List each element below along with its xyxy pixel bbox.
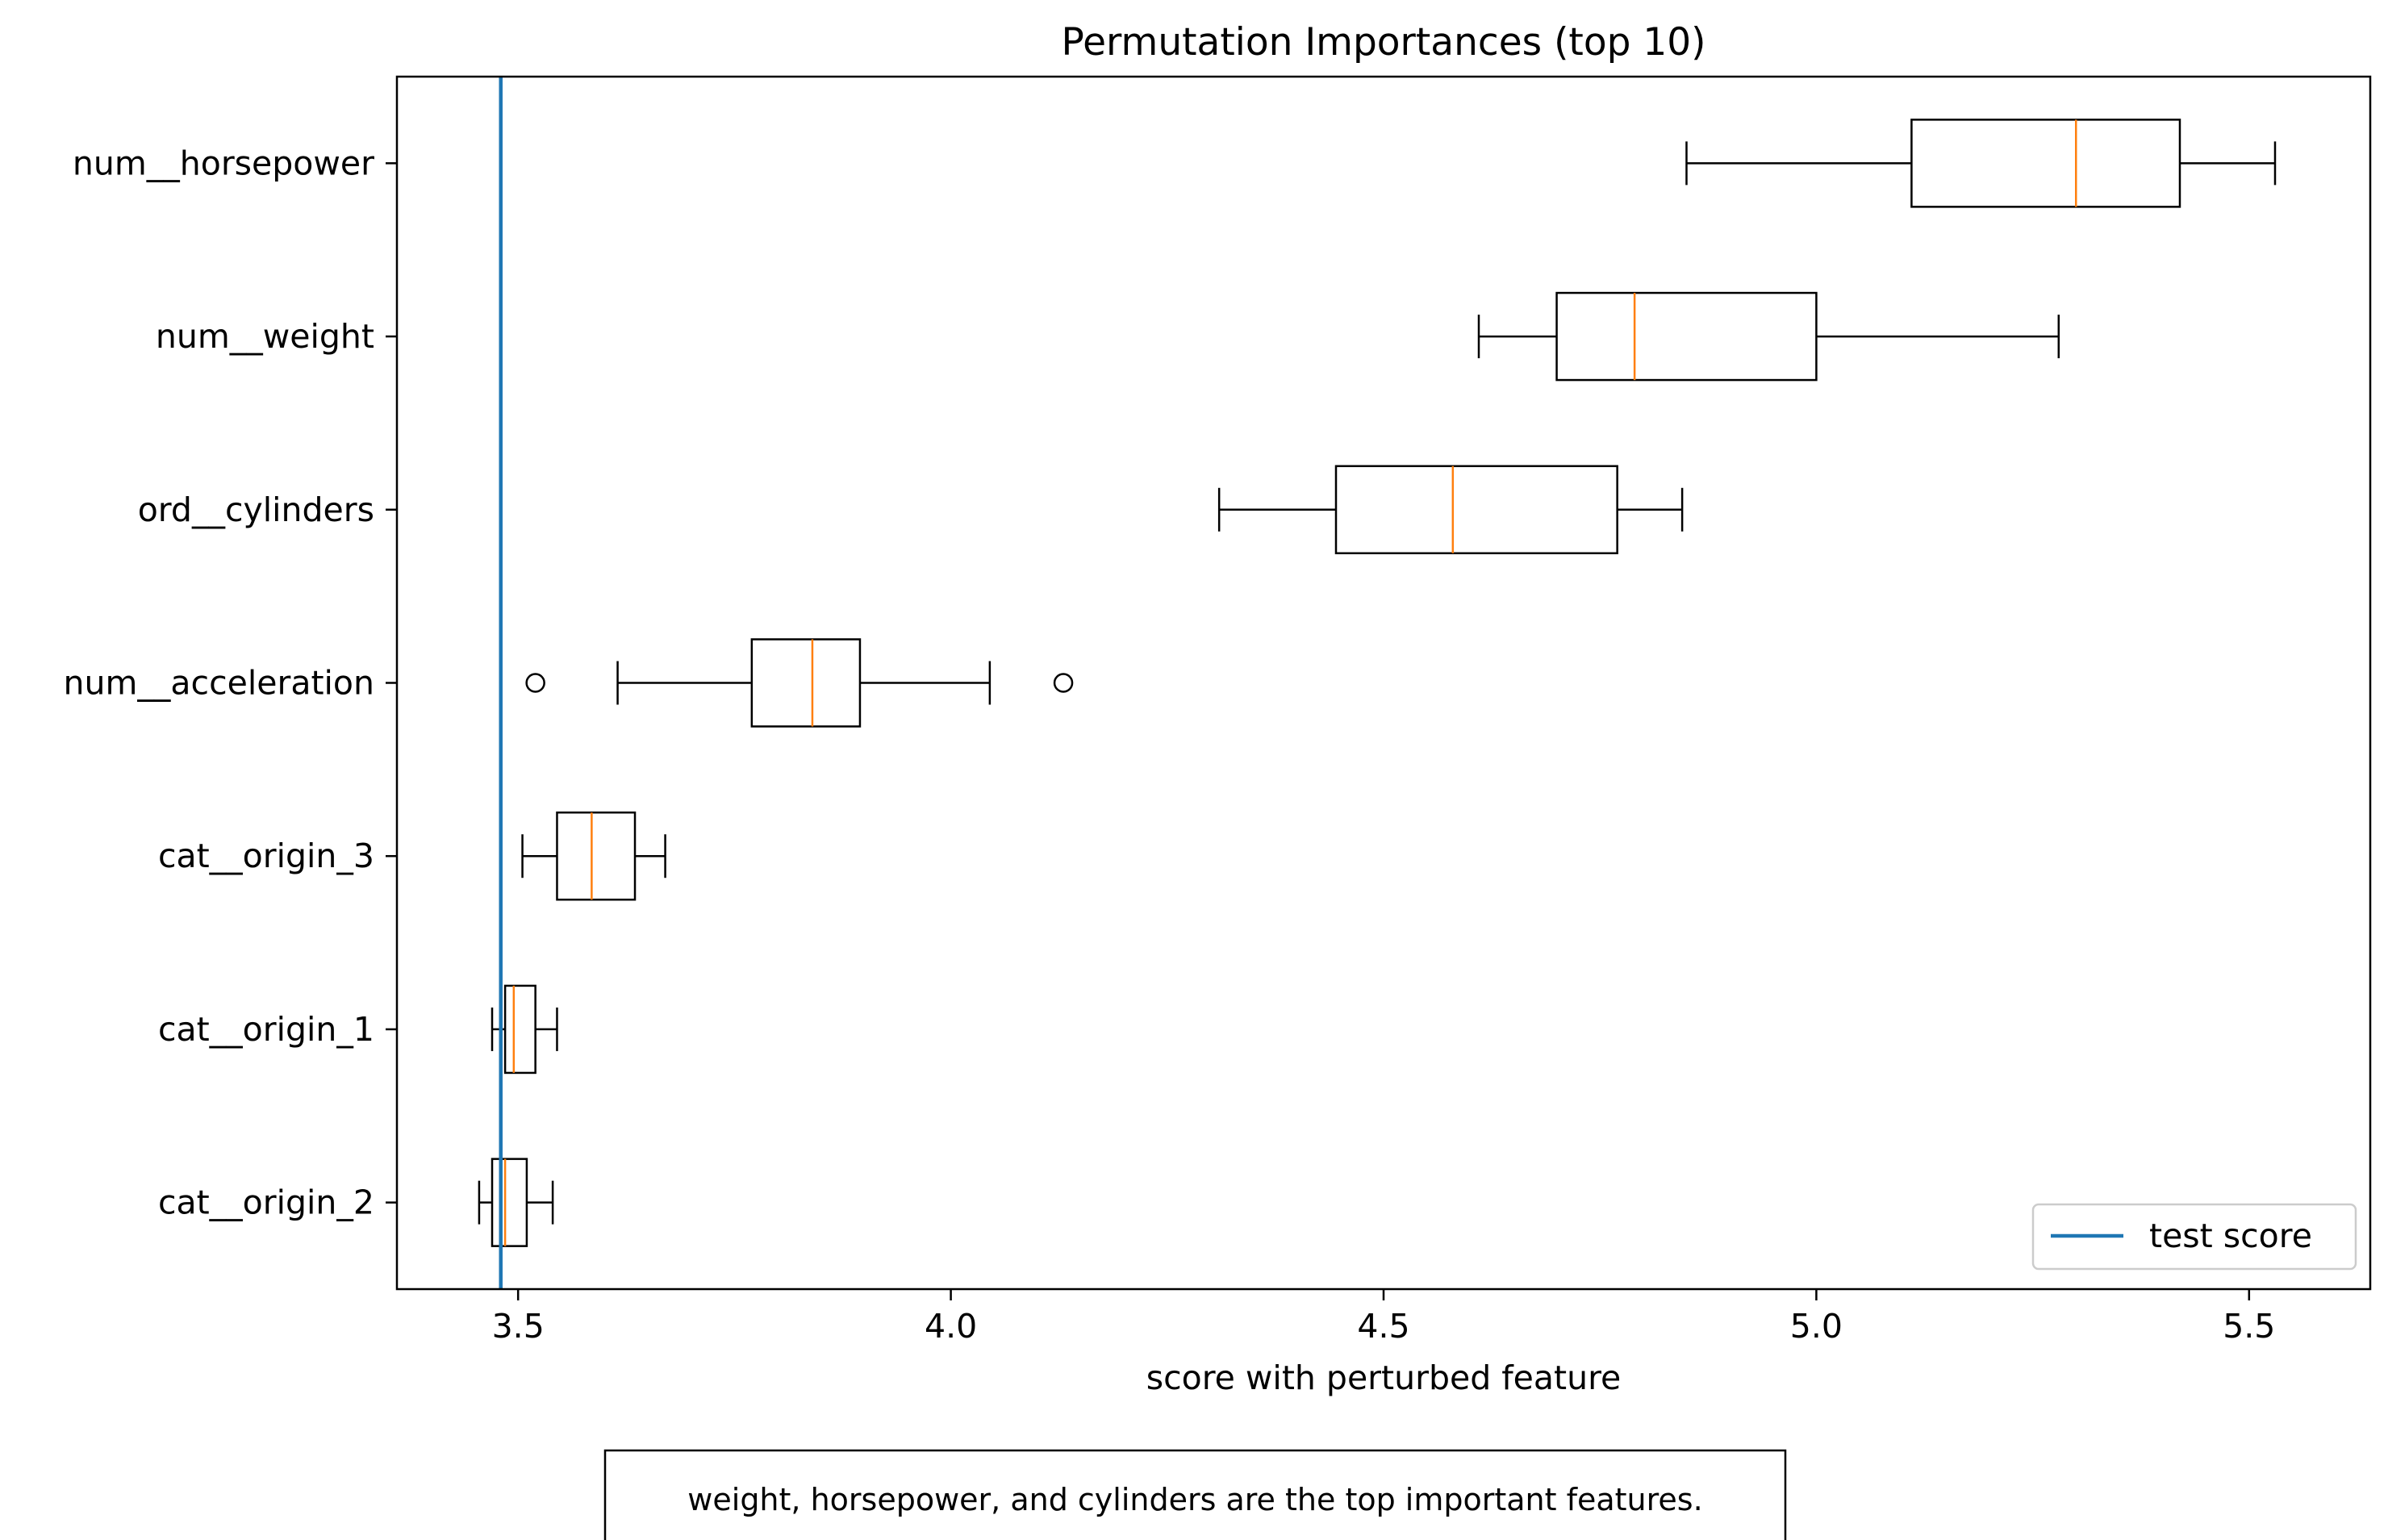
x-tick-label: 4.5 [1357, 1307, 1409, 1346]
y-tick-label-num__horsepower: num__horsepower [73, 144, 374, 182]
x-tick-label: 5.0 [1790, 1307, 1843, 1346]
y-axis-category-labels: num__horsepower num__weight ord__cylinders… [64, 144, 397, 1222]
iqr-box [750, 638, 862, 728]
chart-title: Permutation Importances (top 10) [1061, 20, 1705, 65]
legend-label-test-score: test score [2149, 1217, 2312, 1255]
y-tick-label-cat__origin_2: cat__origin_2 [158, 1183, 374, 1222]
x-axis-label: score with perturbed feature [1146, 1358, 1622, 1397]
iqr-box [556, 811, 637, 901]
plot-area [478, 77, 2277, 1289]
box-cat__origin_1 [491, 984, 558, 1075]
caption-box: weight, horsepower, and cylinders are th… [603, 1449, 1787, 1540]
iqr-box [1334, 465, 1618, 555]
legend-frame [2031, 1203, 2357, 1271]
outlier-point [1053, 673, 1074, 693]
caption-text: weight, horsepower, and cylinders are th… [687, 1482, 1702, 1517]
caption-frame [603, 1449, 1787, 1540]
y-tick-label-cat__origin_1: cat__origin_1 [158, 1010, 374, 1049]
iqr-box [491, 1158, 528, 1247]
box-cat__origin_2 [478, 1158, 554, 1247]
y-tick-label-cat__origin_3: cat__origin_3 [158, 837, 374, 875]
x-axis-ticks: 3.5 4.0 4.5 5.0 5.5 [492, 1289, 2275, 1346]
box-num__weight [1477, 291, 2060, 382]
y-tick-label-num__acceleration: num__acceleration [64, 664, 374, 703]
y-tick-label-ord__cylinders: ord__cylinders [138, 490, 374, 529]
iqr-box [1555, 291, 1818, 382]
x-tick-label: 4.0 [925, 1307, 977, 1346]
box-num__horsepower [1685, 119, 2277, 208]
y-tick-label-num__weight: num__weight [156, 317, 374, 356]
x-tick-label: 3.5 [492, 1307, 545, 1346]
box-cat__origin_3 [521, 811, 666, 901]
iqr-box [1910, 119, 2181, 208]
x-tick-label: 5.5 [2223, 1307, 2275, 1346]
box-ord__cylinders [1217, 465, 1684, 555]
legend: test score [2031, 1203, 2357, 1271]
outlier-point [525, 673, 545, 693]
iqr-box [503, 984, 536, 1075]
box-num__acceleration [525, 638, 1074, 728]
